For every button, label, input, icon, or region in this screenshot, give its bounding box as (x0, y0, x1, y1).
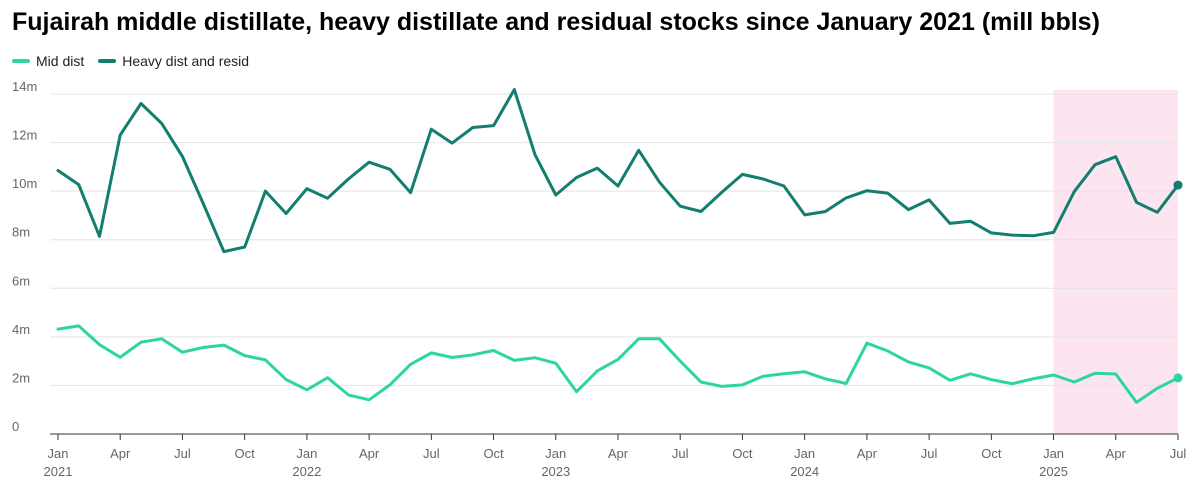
gridlines (50, 93, 1178, 435)
series-line-mid-dist (56, 324, 1180, 404)
x-tick-label-2: Jul (174, 446, 191, 461)
y-tick-label-4: 8m (12, 225, 30, 240)
x-tick-year-0: 2021 (44, 464, 73, 479)
x-axis-ticks: Jan 2021 Apr Jul Oct Jan 2022 Apr Jul Oct Jan 2023 A… (44, 434, 1187, 479)
series-endpoint-heavy-dist-and-resid (1173, 180, 1183, 190)
x-tick-label-18: Jul (1170, 446, 1187, 461)
y-tick-label-3: 6m (12, 273, 30, 288)
legend-label-heavy-dist: Heavy dist and resid (122, 53, 250, 69)
y-tick-label-0: 0 (12, 419, 19, 434)
y-tick-label-7: 14m (12, 79, 37, 94)
y-tick-label-1: 2m (12, 370, 30, 385)
x-tick-year-12: 2024 (790, 464, 819, 479)
x-tick-label-1: Apr (110, 446, 131, 461)
y-axis-ticks: 0 2m 4m 6m 8m 10m 12m 14m (12, 79, 37, 434)
x-tick-label-6: Jul (423, 446, 440, 461)
x-tick-year-16: 2025 (1039, 464, 1068, 479)
legend-swatch-heavy-dist (98, 59, 117, 63)
x-tick-label-12: Jan (794, 446, 815, 461)
legend-swatch-mid-dist (12, 59, 30, 63)
x-tick-label-14: Jul (921, 446, 938, 461)
series-line-heavy-dist-and-resid (56, 88, 1180, 254)
highlight-region (1053, 90, 1178, 434)
x-tick-year-8: 2023 (541, 464, 570, 479)
x-tick-label-4: Jan (296, 446, 317, 461)
highlight-region-group (1053, 90, 1178, 434)
x-tick-label-0: Jan (48, 446, 69, 461)
chart-legend: Mid dist Heavy dist and resid (12, 53, 263, 69)
x-tick-label-17: Apr (1106, 446, 1127, 461)
y-tick-label-5: 10m (12, 176, 37, 191)
x-tick-label-11: Oct (732, 446, 753, 461)
legend-entry-mid-dist: Mid dist (12, 53, 84, 69)
y-tick-label-2: 4m (12, 322, 30, 337)
legend-label-mid-dist: Mid dist (36, 53, 85, 69)
x-tick-label-15: Oct (981, 446, 1002, 461)
x-tick-label-8: Jan (545, 446, 566, 461)
legend-entry-heavy-dist: Heavy dist and resid (98, 53, 249, 69)
chart-title: Fujairah middle distillate, heavy distil… (12, 8, 1100, 36)
x-tick-label-5: Apr (359, 446, 380, 461)
x-tick-label-16: Jan (1043, 446, 1064, 461)
series-endpoint-mid-dist (1173, 373, 1183, 383)
x-tick-label-10: Jul (672, 446, 689, 461)
series-lines (56, 88, 1183, 404)
x-tick-label-7: Oct (483, 446, 504, 461)
x-tick-label-3: Oct (235, 446, 256, 461)
y-tick-label-6: 12m (12, 128, 37, 143)
x-tick-label-13: Apr (857, 446, 878, 461)
x-tick-year-4: 2022 (292, 464, 321, 479)
x-tick-label-9: Apr (608, 446, 629, 461)
